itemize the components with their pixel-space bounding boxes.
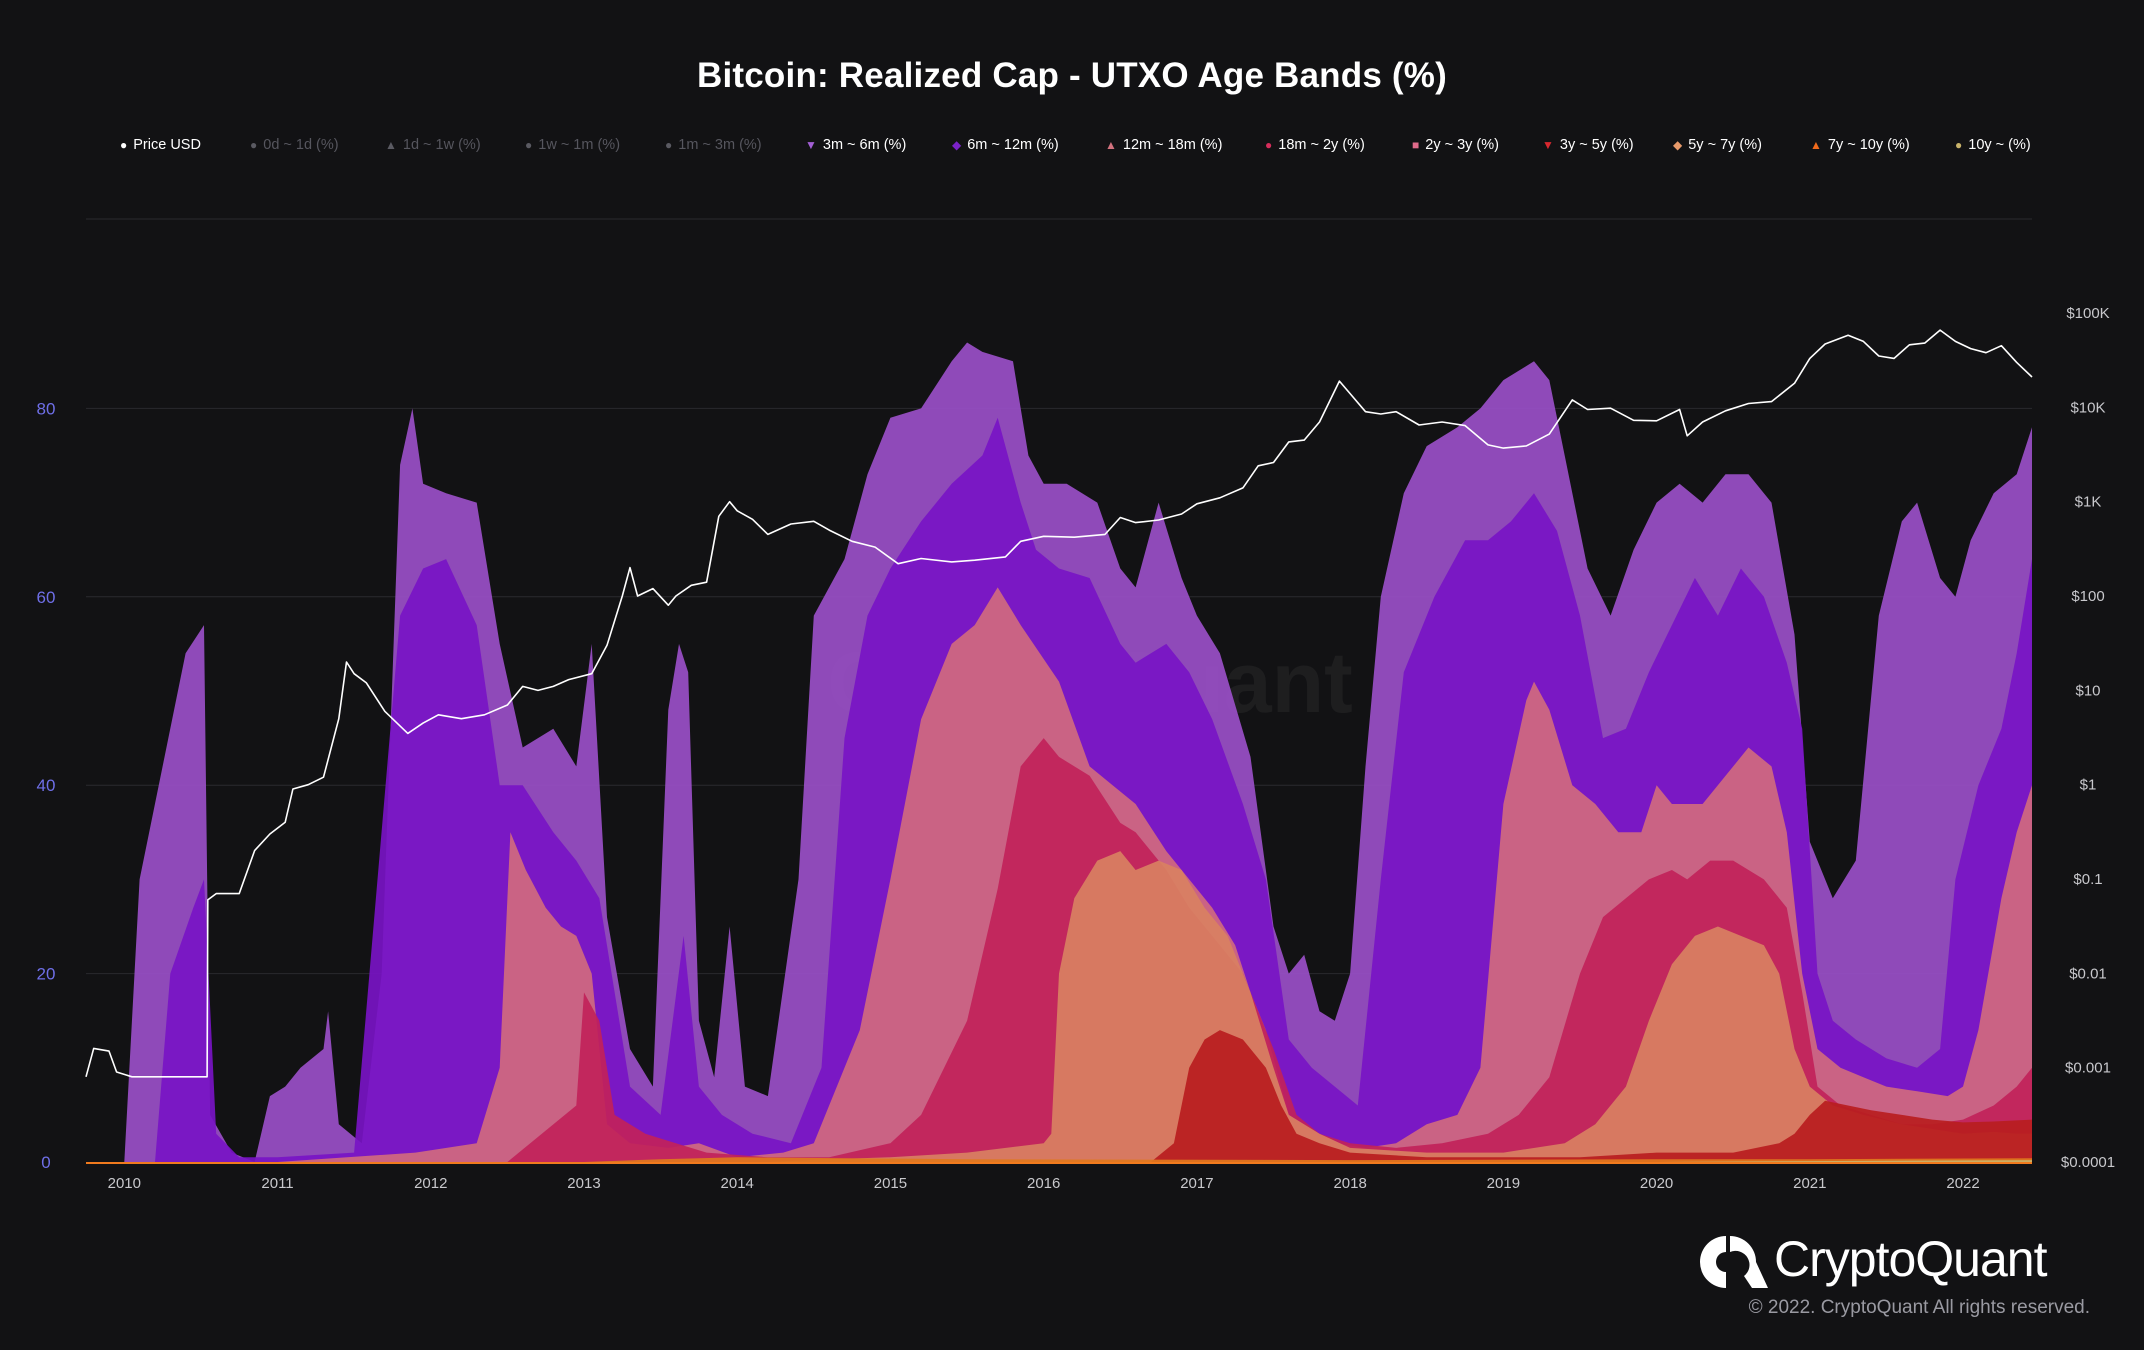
cryptoquant-logo: CryptoQuant [1700, 1228, 2095, 1292]
legend-item-1[interactable]: ● 0d ~ 1d (%) [250, 133, 339, 157]
x-tick-label: 2019 [1487, 1175, 1520, 1192]
x-tick-label: 2017 [1180, 1175, 1213, 1192]
x-tick-label: 2012 [414, 1175, 447, 1192]
legend-marker-icon: ● [1955, 138, 1963, 152]
y-right-tick-label: $0.0001 [2061, 1154, 2115, 1171]
series-area-3[interactable] [86, 738, 2032, 1162]
x-tick-label: 2013 [567, 1175, 600, 1192]
legend-item-3[interactable]: ● 1w ~ 1m (%) [525, 133, 620, 157]
legend-item-11[interactable]: ◆ 5y ~ 7y (%) [1673, 133, 1762, 157]
y-left-tick-label: 40 [37, 776, 56, 795]
x-tick-label: 2011 [261, 1175, 293, 1192]
legend-marker-icon: ■ [1412, 138, 1420, 152]
legend-label: 10y ~ (%) [1968, 137, 2031, 153]
legend: ● Price USD ● 0d ~ 1d (%) ▲ 1d ~ 1w (%) ● 1w ~ … [120, 133, 2050, 157]
legend-label: 1d ~ 1w (%) [402, 137, 481, 153]
legend-marker-icon: ▼ [805, 138, 817, 152]
legend-item-4[interactable]: ● 1m ~ 3m (%) [665, 133, 762, 157]
legend-marker-icon: ▲ [385, 138, 397, 152]
legend-label: 5y ~ 7y (%) [1688, 137, 1762, 153]
x-tick-label: 2010 [108, 1175, 141, 1192]
x-tick-label: 2018 [1333, 1175, 1366, 1192]
legend-marker-icon: ● [1265, 138, 1273, 152]
legend-item-8[interactable]: ● 18m ~ 2y (%) [1265, 133, 1365, 157]
price-line-layer [85, 329, 2033, 1078]
legend-marker-icon: ▼ [1542, 138, 1554, 152]
y-right-tick-label: $100 [2071, 588, 2104, 605]
legend-label: 0d ~ 1d (%) [263, 137, 339, 153]
legend-label: 6m ~ 12m (%) [967, 137, 1059, 153]
legend-label: 1w ~ 1m (%) [538, 137, 621, 153]
y-left-tick-label: 60 [37, 588, 56, 607]
y-left-tick-label: 80 [37, 399, 56, 418]
series-area-4[interactable] [86, 851, 2032, 1162]
y-right-tick-label: $1 [2080, 777, 2097, 794]
legend-label: 3y ~ 5y (%) [1559, 137, 1634, 153]
y-left-tick-label: 20 [37, 965, 56, 984]
x-tick-label: 2016 [1027, 1175, 1060, 1192]
x-tick-label: 2015 [874, 1175, 907, 1192]
legend-item-2[interactable]: ▲ 1d ~ 1w (%) [385, 133, 481, 157]
legend-label: 18m ~ 2y (%) [1278, 137, 1365, 153]
legend-item-0[interactable]: ● Price USD [120, 133, 201, 157]
x-tick-label: 2022 [1946, 1175, 1979, 1192]
y-right-tick-label: $0.01 [2069, 965, 2107, 982]
series-area-5[interactable] [86, 1030, 2032, 1162]
legend-marker-icon: ◆ [952, 138, 962, 152]
legend-marker-icon: ● [665, 138, 673, 152]
y-left-tick-label: 0 [41, 1153, 50, 1172]
legend-label: 3m ~ 6m (%) [822, 137, 907, 153]
legend-item-12[interactable]: ▲ 7y ~ 10y (%) [1810, 133, 1910, 157]
legend-marker-icon: ◆ [1673, 138, 1683, 152]
price-usd-line[interactable] [85, 329, 2033, 1078]
legend-label: 1m ~ 3m (%) [678, 137, 762, 153]
legend-item-5[interactable]: ▼ 3m ~ 6m (%) [805, 133, 906, 157]
series-area-7[interactable] [86, 1160, 2032, 1162]
legend-item-13[interactable]: ● 10y ~ (%) [1955, 133, 2031, 157]
y-right-tick-label: $0.001 [2065, 1060, 2111, 1077]
y-right-tick-label: $10K [2070, 399, 2105, 416]
legend-marker-icon: ▲ [1810, 138, 1822, 152]
cryptoquant-logo-icon [1700, 1236, 1768, 1288]
legend-label: Price USD [133, 137, 201, 153]
y-right-tick-label: $1K [2075, 494, 2102, 511]
x-tick-label: 2021 [1793, 1175, 1826, 1192]
legend-marker-icon: ● [120, 138, 128, 152]
legend-marker-icon: ● [525, 138, 533, 152]
legend-item-9[interactable]: ■ 2y ~ 3y (%) [1412, 133, 1499, 157]
legend-item-7[interactable]: ▲ 12m ~ 18m (%) [1105, 133, 1222, 157]
legend-marker-icon: ▲ [1105, 138, 1117, 152]
area-series-layer [86, 342, 2032, 1162]
series-area-6[interactable] [86, 1157, 2032, 1162]
axes: 2010 2011 2012 2013 2014 2015 2016 2017 2018 2019… [37, 305, 2116, 1192]
legend-label: 2y ~ 3y (%) [1425, 137, 1499, 153]
x-tick-label: 2014 [721, 1175, 754, 1192]
legend-item-6[interactable]: ◆ 6m ~ 12m (%) [952, 133, 1059, 157]
y-right-tick-label: $0.1 [2073, 871, 2102, 888]
x-tick-label: 2020 [1640, 1175, 1673, 1192]
legend-label: 12m ~ 18m (%) [1122, 137, 1223, 153]
legend-item-10[interactable]: ▼ 3y ~ 5y (%) [1542, 133, 1634, 157]
copyright-notice: © 2022. CryptoQuant All rights reserved. [1748, 1297, 2090, 1318]
y-right-tick-label: $100K [2066, 305, 2109, 322]
chart-title: Bitcoin: Realized Cap - UTXO Age Bands (… [697, 56, 1447, 95]
legend-marker-icon: ● [250, 138, 258, 152]
y-right-tick-label: $10 [2075, 682, 2100, 699]
legend-label: 7y ~ 10y (%) [1827, 137, 1910, 153]
brand-name: CryptoQuant [1774, 1231, 2047, 1287]
